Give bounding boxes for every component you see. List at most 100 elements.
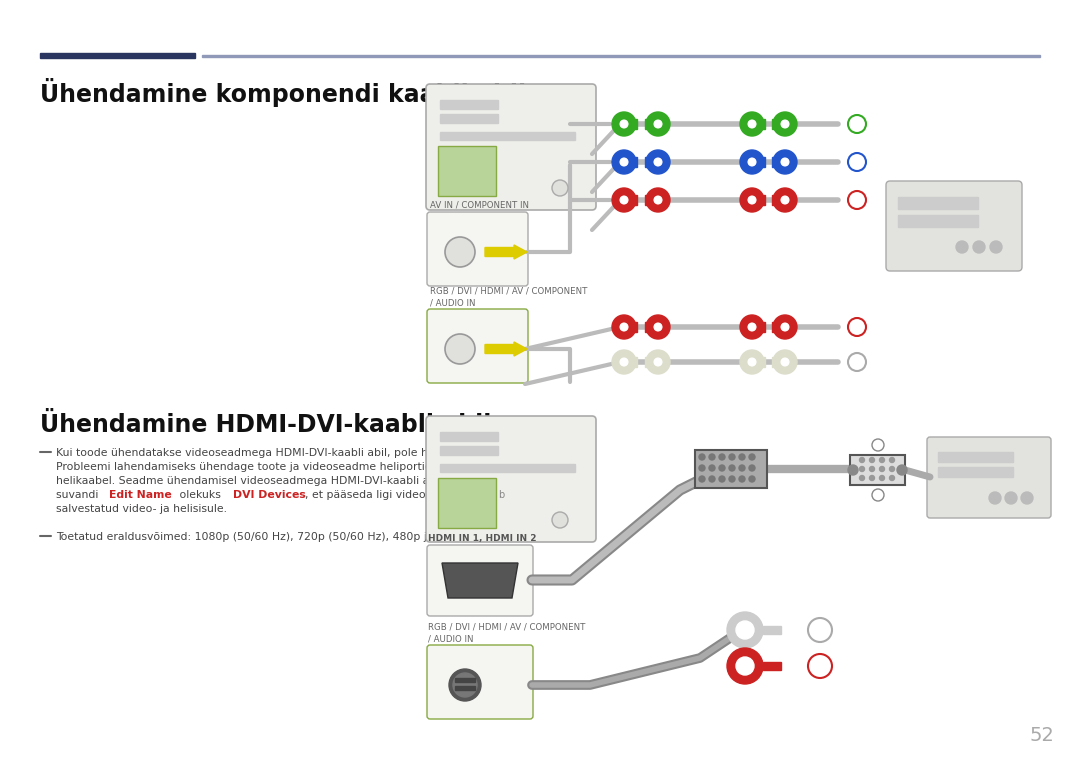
Bar <box>752 323 766 332</box>
Circle shape <box>748 120 756 128</box>
FancyBboxPatch shape <box>426 84 596 210</box>
Circle shape <box>654 196 662 204</box>
FancyBboxPatch shape <box>426 416 596 542</box>
Circle shape <box>973 241 985 253</box>
Circle shape <box>740 188 764 212</box>
Circle shape <box>699 454 705 460</box>
Circle shape <box>646 150 670 174</box>
Circle shape <box>750 476 755 482</box>
Circle shape <box>897 465 907 475</box>
Bar <box>772 157 785 166</box>
Circle shape <box>848 318 866 336</box>
Circle shape <box>453 673 477 697</box>
Circle shape <box>808 654 832 678</box>
Bar <box>645 195 658 204</box>
Circle shape <box>708 465 715 471</box>
Circle shape <box>989 492 1001 504</box>
Circle shape <box>620 324 627 331</box>
Circle shape <box>890 458 894 462</box>
Circle shape <box>990 241 1002 253</box>
Circle shape <box>869 466 875 472</box>
FancyArrow shape <box>485 342 527 356</box>
Circle shape <box>739 465 745 471</box>
Circle shape <box>735 621 754 639</box>
Circle shape <box>860 475 864 481</box>
Circle shape <box>773 350 797 374</box>
Bar <box>752 357 766 366</box>
Bar <box>645 357 658 366</box>
Circle shape <box>620 120 627 128</box>
Circle shape <box>729 454 735 460</box>
Circle shape <box>699 465 705 471</box>
Circle shape <box>781 196 788 204</box>
Bar <box>624 323 637 332</box>
Bar <box>440 446 498 455</box>
Circle shape <box>729 476 735 482</box>
Circle shape <box>620 196 627 204</box>
Circle shape <box>449 669 481 701</box>
Circle shape <box>612 150 636 174</box>
Circle shape <box>848 465 858 475</box>
Text: Kui toode ühendatakse videoseadmega HDMI-DVI-kaabli abil, pole heli lubatud.: Kui toode ühendatakse videoseadmega HDMI… <box>56 448 489 458</box>
Circle shape <box>552 512 568 528</box>
Circle shape <box>750 465 755 471</box>
Text: Probleemi lahendamiseks ühendage toote ja videoseadme heliportidesse ka: Probleemi lahendamiseks ühendage toote j… <box>56 462 473 472</box>
Circle shape <box>879 458 885 462</box>
Bar <box>752 120 766 128</box>
Bar <box>762 626 781 634</box>
Circle shape <box>654 324 662 331</box>
Circle shape <box>748 358 756 365</box>
Circle shape <box>719 476 725 482</box>
Text: , et pääseda ligi videoseadmesse: , et pääseda ligi videoseadmesse <box>305 490 487 500</box>
Text: RGB / DVI / HDMI / AV / COMPONENT
/ AUDIO IN: RGB / DVI / HDMI / AV / COMPONENT / AUDI… <box>430 287 588 307</box>
Circle shape <box>748 158 756 166</box>
Text: suvandi: suvandi <box>56 490 102 500</box>
Circle shape <box>646 350 670 374</box>
Text: b: b <box>498 490 504 500</box>
Circle shape <box>740 150 764 174</box>
Circle shape <box>727 612 762 648</box>
Bar <box>772 120 785 128</box>
Circle shape <box>869 475 875 481</box>
Circle shape <box>773 315 797 339</box>
Circle shape <box>869 458 875 462</box>
Bar <box>696 450 767 488</box>
Circle shape <box>848 191 866 209</box>
Bar <box>645 323 658 332</box>
FancyBboxPatch shape <box>927 437 1051 518</box>
Circle shape <box>848 353 866 371</box>
Circle shape <box>879 466 885 472</box>
Bar <box>202 55 1040 56</box>
Circle shape <box>739 454 745 460</box>
Circle shape <box>890 466 894 472</box>
Bar <box>850 455 905 485</box>
Circle shape <box>781 120 788 128</box>
Bar <box>939 452 1013 462</box>
Circle shape <box>654 158 662 166</box>
Text: RGB / DVI / HDMI / AV / COMPONENT
/ AUDIO IN: RGB / DVI / HDMI / AV / COMPONENT / AUDI… <box>428 623 585 643</box>
Text: Ühendamine komponendi kaabli abil: Ühendamine komponendi kaabli abil <box>40 78 526 107</box>
Bar <box>40 53 195 58</box>
Text: salvestatud video- ja helisisule.: salvestatud video- ja helisisule. <box>56 504 227 514</box>
Circle shape <box>879 475 885 481</box>
Circle shape <box>773 188 797 212</box>
Circle shape <box>445 237 475 267</box>
FancyBboxPatch shape <box>427 212 528 286</box>
Bar <box>897 197 978 209</box>
Circle shape <box>646 112 670 136</box>
Circle shape <box>699 476 705 482</box>
Bar <box>624 157 637 166</box>
Circle shape <box>612 188 636 212</box>
Circle shape <box>739 476 745 482</box>
FancyBboxPatch shape <box>427 309 528 383</box>
FancyBboxPatch shape <box>427 645 534 719</box>
Circle shape <box>719 465 725 471</box>
Circle shape <box>735 657 754 675</box>
Circle shape <box>872 489 885 501</box>
Text: Edit Name: Edit Name <box>109 490 172 500</box>
Bar <box>772 323 785 332</box>
Text: AV IN / COMPONENT IN: AV IN / COMPONENT IN <box>430 201 529 210</box>
Circle shape <box>956 241 968 253</box>
Bar <box>645 157 658 166</box>
Bar <box>939 467 1013 477</box>
